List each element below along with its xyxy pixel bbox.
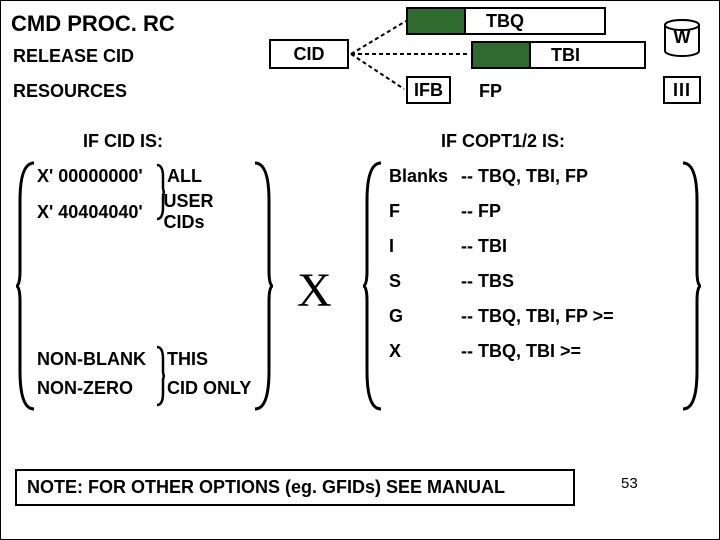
table-row: S -- TBS [389, 271, 689, 292]
page-number: 53 [621, 475, 638, 492]
right-col-b: -- TBQ, TBI >= [461, 341, 581, 362]
right-col-b: -- TBQ, TBI, FP >= [461, 306, 614, 327]
right-col-b: -- TBI [461, 236, 507, 257]
left-rows-top: X' 00000000' ALL X' 40404040' USER CIDs [37, 166, 257, 233]
big-x: X [297, 263, 332, 318]
left-col-a: X' 40404040' [37, 202, 164, 223]
left-inner-bracket-top [155, 163, 165, 221]
left-col-a: X' 00000000' [37, 166, 167, 187]
right-col-a: X [389, 341, 461, 362]
left-rows-bottom: NON-BLANK THIS NON-ZERO CID ONLY [37, 349, 267, 399]
right-col-b: -- TBS [461, 271, 514, 292]
right-heading: IF COPT1/2 IS: [441, 131, 565, 152]
left-col-b: THIS [167, 349, 208, 370]
right-rows: Blanks -- TBQ, TBI, FP F -- FP I -- TBI … [389, 166, 689, 362]
table-row: NON-ZERO CID ONLY [37, 378, 267, 399]
right-col-a: F [389, 201, 461, 222]
connectors [1, 1, 720, 131]
left-bracket-open [16, 161, 36, 411]
table-row: I -- TBI [389, 236, 689, 257]
left-inner-bracket-bottom [155, 345, 165, 407]
right-col-b: -- FP [461, 201, 501, 222]
table-row: X' 40404040' USER CIDs [37, 191, 257, 233]
right-col-a: I [389, 236, 461, 257]
right-col-a: G [389, 306, 461, 327]
note-box: NOTE: FOR OTHER OPTIONS (eg. GFIDs) SEE … [15, 469, 575, 506]
right-col-a: Blanks [389, 166, 461, 187]
table-row: X' 00000000' ALL [37, 166, 257, 187]
right-col-b: -- TBQ, TBI, FP [461, 166, 588, 187]
table-row: NON-BLANK THIS [37, 349, 267, 370]
table-row: Blanks -- TBQ, TBI, FP [389, 166, 689, 187]
table-row: G -- TBQ, TBI, FP >= [389, 306, 689, 327]
left-col-a: NON-BLANK [37, 349, 167, 370]
left-col-a: NON-ZERO [37, 378, 167, 399]
right-col-a: S [389, 271, 461, 292]
table-row: F -- FP [389, 201, 689, 222]
right-bracket-open [363, 161, 383, 411]
table-row: X -- TBQ, TBI >= [389, 341, 689, 362]
left-col-b: ALL [167, 166, 202, 187]
left-heading: IF CID IS: [83, 131, 163, 152]
left-col-b: USER CIDs [164, 191, 257, 233]
left-col-b: CID ONLY [167, 378, 251, 399]
